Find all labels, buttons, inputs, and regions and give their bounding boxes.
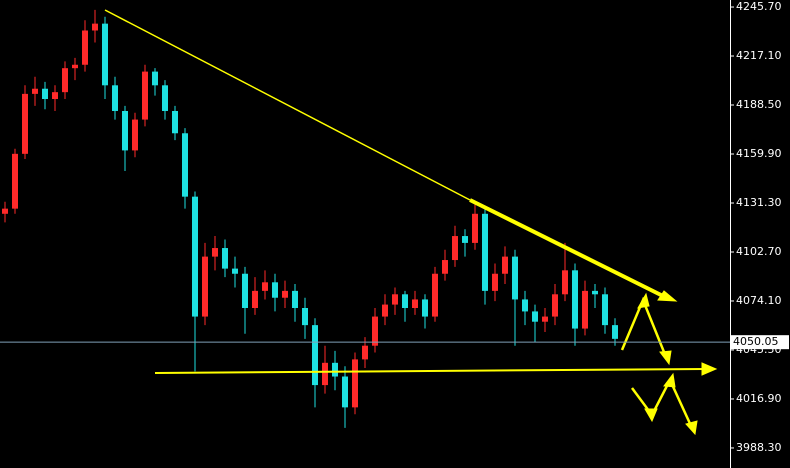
arrow-head	[663, 372, 676, 388]
candle-body	[152, 71, 158, 86]
candle-body	[462, 236, 468, 243]
candle-body	[222, 248, 228, 269]
candle-body	[272, 282, 278, 298]
annotations	[104, 9, 718, 436]
candle-body	[482, 213, 488, 291]
arrow-head	[659, 350, 672, 366]
candle-body	[262, 282, 268, 291]
y-tick-label: 4016.90	[736, 392, 782, 405]
candle-body	[552, 294, 558, 317]
candle-body	[432, 273, 438, 317]
candle-body	[562, 270, 568, 295]
y-tick-label: 4074.10	[736, 294, 782, 307]
candle-body	[162, 85, 168, 112]
candle-body	[322, 362, 328, 386]
y-tick-label: 4217.10	[736, 49, 782, 62]
candle-body	[492, 273, 498, 291]
candle-body	[42, 88, 48, 100]
candle-body	[502, 256, 508, 274]
candle-body	[352, 359, 358, 408]
candle-body	[422, 299, 428, 317]
candle-body	[232, 268, 238, 274]
y-tick-label: 4159.90	[736, 147, 782, 160]
candle-body	[182, 133, 188, 197]
arrow-head	[701, 362, 718, 376]
candle-body	[142, 71, 148, 120]
candle-body	[532, 311, 538, 322]
candle-body	[342, 376, 348, 408]
candle-body	[62, 68, 68, 93]
candle-body	[52, 92, 58, 100]
candle-body	[202, 256, 208, 317]
trend-line	[469, 198, 666, 299]
y-tick-label: 3988.30	[736, 441, 782, 454]
candle-body	[192, 196, 198, 317]
candle-body	[122, 111, 128, 151]
candle-body	[12, 153, 18, 209]
candle-body	[512, 256, 518, 300]
candle-body	[282, 290, 288, 298]
y-tick-label: 4102.70	[736, 245, 782, 258]
candle-body	[372, 316, 378, 346]
candle-body	[402, 294, 408, 309]
y-tick-label: 4188.50	[736, 98, 782, 111]
candle-body	[392, 294, 398, 305]
candle-body	[242, 273, 248, 309]
current-price-label: 4050.05	[733, 335, 779, 348]
candle-body	[252, 290, 258, 309]
scenario-path	[630, 377, 694, 429]
candle-body	[382, 304, 388, 317]
candle-body	[612, 325, 618, 339]
candle-body	[312, 325, 318, 386]
candle-body	[22, 93, 28, 154]
candle-body	[32, 88, 38, 94]
scenario-path	[620, 296, 668, 358]
candle-body	[582, 290, 588, 329]
candle-body	[592, 290, 598, 295]
candle-body	[92, 23, 98, 31]
candle-body	[332, 362, 338, 377]
candle-body	[572, 270, 578, 329]
candle-body	[362, 345, 368, 360]
candle-body	[172, 111, 178, 134]
candle-body	[472, 213, 478, 243]
candle-body	[112, 85, 118, 112]
arrow-head	[637, 292, 650, 309]
candle-body	[2, 208, 8, 214]
candle-body	[602, 294, 608, 326]
current-price-box	[731, 335, 789, 350]
candle-body	[542, 316, 548, 322]
candle-body	[452, 236, 458, 261]
candle-body	[302, 308, 308, 326]
candle-body	[442, 260, 448, 274]
candle-body	[82, 30, 88, 65]
candle-body	[292, 290, 298, 309]
candle-body	[212, 248, 218, 257]
y-tick-label: 4131.30	[736, 196, 782, 209]
arrow-head	[685, 420, 698, 436]
trend-line	[104, 9, 471, 201]
y-tick-label: 4245.70	[736, 0, 782, 13]
candle-body	[102, 23, 108, 86]
candle-body	[72, 64, 78, 69]
support-line	[154, 368, 706, 374]
candle-body	[132, 119, 138, 151]
arrow-head	[644, 408, 658, 423]
candle-body	[522, 299, 528, 312]
arrow-head	[657, 290, 678, 302]
candles	[2, 9, 618, 428]
candle-body	[412, 299, 418, 309]
